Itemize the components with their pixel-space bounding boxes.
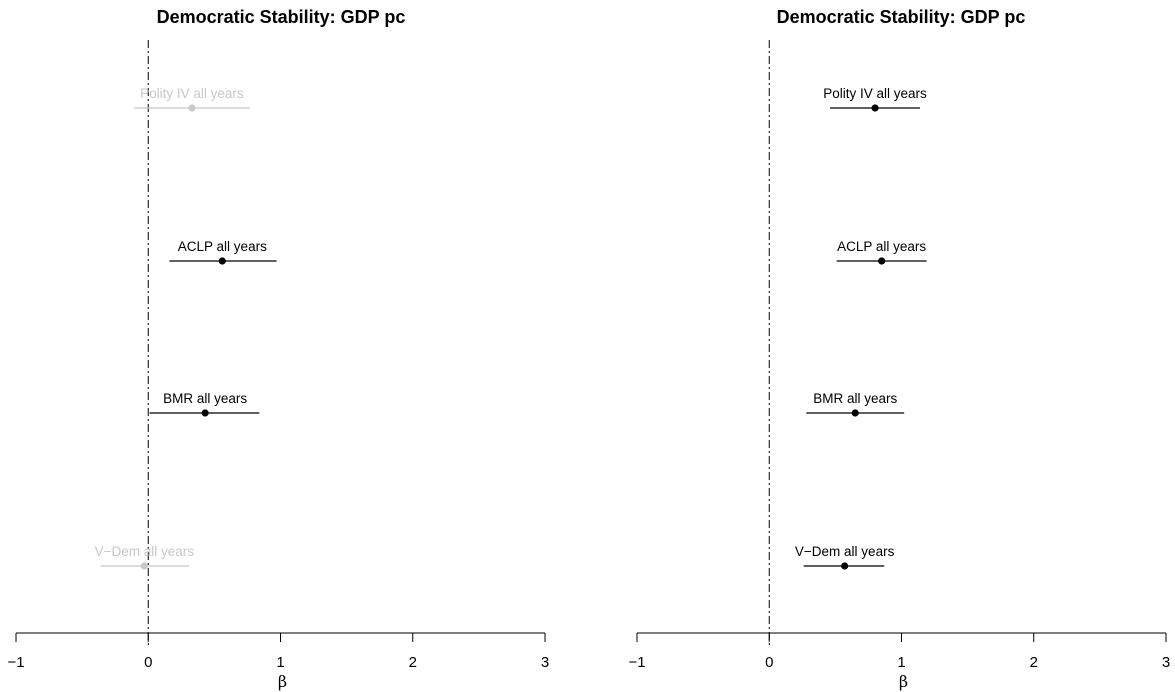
estimate-row: BMR all years <box>806 391 905 417</box>
estimate-label: ACLP all years <box>178 239 267 254</box>
x-tick-label: 0 <box>765 654 773 671</box>
point-estimate <box>218 257 226 265</box>
estimate-row: V−Dem all years <box>795 544 895 570</box>
x-tick-label: 1 <box>276 654 284 671</box>
estimate-label: BMR all years <box>813 391 897 406</box>
x-tick-label: −1 <box>628 654 645 671</box>
chart-panel-2: Democratic Stability: GDP pc −1 0 1 2 3 β Polit… <box>628 7 1170 691</box>
point-estimate <box>878 257 886 265</box>
estimate-row: Polity IV all years <box>823 86 927 112</box>
estimate-row: ACLP all years <box>836 239 927 265</box>
x-axis-label: β <box>899 672 908 691</box>
estimate-row: ACLP all years <box>169 239 277 265</box>
x-tick-label: 1 <box>897 654 905 671</box>
point-estimate <box>841 562 849 570</box>
x-tick-label: 2 <box>409 654 417 671</box>
estimate-row: Polity IV all years <box>133 86 251 112</box>
x-tick-label: 3 <box>1162 654 1170 671</box>
x-axis-label: β <box>278 672 287 691</box>
estimate-label: Polity IV all years <box>140 86 244 101</box>
estimate-label: ACLP all years <box>837 239 926 254</box>
chart-title: Democratic Stability: GDP pc <box>777 7 1026 27</box>
x-tick-label: 0 <box>144 654 152 671</box>
chart-panel-1: Democratic Stability: GDP pc −1 0 1 2 3 β Polit… <box>7 7 549 691</box>
point-estimate <box>851 409 859 417</box>
point-estimate <box>140 562 148 570</box>
x-tick-label: 2 <box>1030 654 1038 671</box>
estimate-row: BMR all years <box>149 391 260 417</box>
x-tick-label: −1 <box>7 654 24 671</box>
estimate-label: V−Dem all years <box>795 544 895 559</box>
estimate-label: V−Dem all years <box>95 544 195 559</box>
point-estimate <box>201 409 209 417</box>
estimate-row: V−Dem all years <box>95 544 195 570</box>
point-estimate <box>188 104 196 112</box>
estimate-label: BMR all years <box>163 391 247 406</box>
x-tick-label: 3 <box>541 654 549 671</box>
estimate-label: Polity IV all years <box>823 86 927 101</box>
point-estimate <box>871 104 879 112</box>
chart-title: Democratic Stability: GDP pc <box>157 7 406 27</box>
